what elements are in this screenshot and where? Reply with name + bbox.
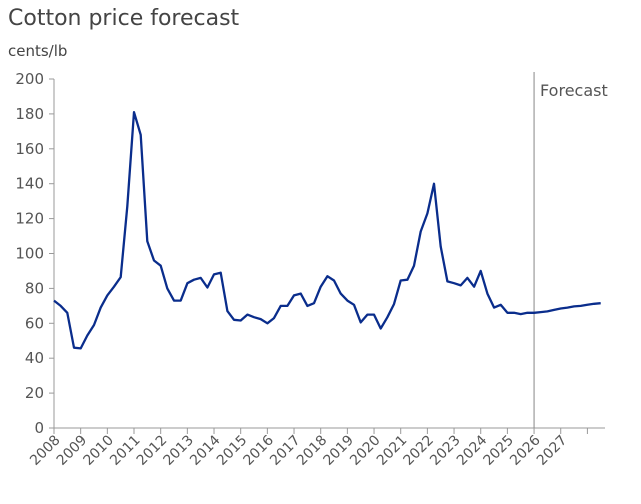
y-tick-label: 140: [15, 175, 44, 193]
x-tick-label: 2017: [267, 432, 304, 469]
price-series-line: [53, 111, 601, 350]
x-tick-label: 2009: [54, 432, 91, 469]
x-tick-label: 2027: [534, 432, 571, 469]
chart-title: Cotton price forecast: [8, 6, 240, 31]
x-tick-label: 2023: [427, 432, 464, 469]
x-tick-label: 2010: [80, 432, 117, 469]
x-tick-label: 2018: [294, 432, 331, 469]
x-tick-label: 2012: [134, 432, 171, 469]
x-tick-label: 2020: [347, 432, 384, 469]
y-tick-label: 200: [15, 70, 44, 88]
y-tick-label: 20: [25, 384, 44, 402]
x-tick-label: 2011: [107, 432, 144, 469]
x-tick-label: 2015: [214, 432, 251, 469]
x-tick-label: 2014: [187, 432, 224, 469]
x-tick-label: 2026: [507, 432, 544, 469]
y-tick-label: 160: [15, 140, 44, 158]
x-tick-label: 2025: [481, 432, 518, 469]
x-tick-label: 2022: [401, 432, 438, 469]
x-tick-label: 2019: [321, 432, 358, 469]
y-tick-label: 0: [34, 419, 44, 437]
y-tick-label: 60: [25, 314, 44, 332]
y-tick-label: 120: [15, 210, 44, 228]
x-tick-label: 2008: [27, 432, 64, 469]
y-tick-label: 80: [25, 279, 44, 297]
x-tick-label: 2021: [374, 432, 411, 469]
y-tick-label: 100: [15, 245, 44, 263]
forecast-label: Forecast: [540, 81, 608, 100]
y-tick-label: 40: [25, 349, 44, 367]
y-axis-unit-label: cents/lb: [8, 42, 68, 60]
x-tick-label: 2013: [160, 432, 197, 469]
y-tick-label: 180: [15, 105, 44, 123]
